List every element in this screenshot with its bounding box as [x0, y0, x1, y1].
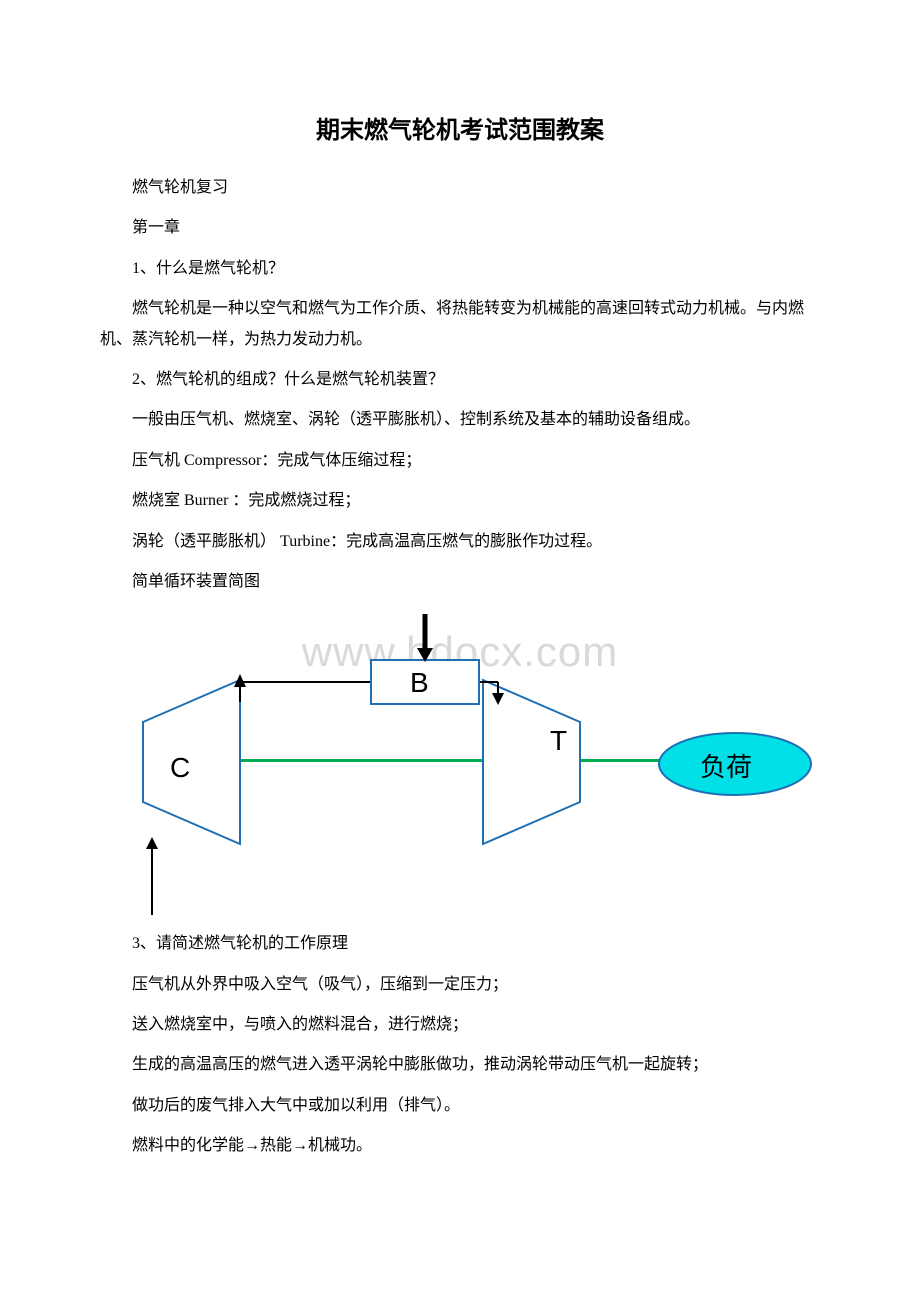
paragraph: 3、请简述燃气轮机的工作原理 [100, 929, 820, 959]
load-label: 负荷 [700, 747, 752, 784]
paragraph: 简单循环装置简图 [100, 567, 820, 597]
paragraph: 燃料中的化学能→热能→机械功。 [100, 1131, 820, 1161]
paragraph: 压气机 Compressor：完成气体压缩过程； [100, 446, 820, 476]
compressor-label: C [170, 752, 190, 784]
turbine-label: T [550, 725, 567, 757]
paragraph: 生成的高温高压的燃气进入透平涡轮中膨胀做功，推动涡轮带动压气机一起旋转； [100, 1050, 820, 1080]
paragraph: 第一章 [100, 213, 820, 243]
paragraph: 1、什么是燃气轮机？ [100, 254, 820, 284]
paragraph: 一般由压气机、燃烧室、涡轮（透平膨胀机）、控制系统及基本的辅助设备组成。 [100, 405, 820, 435]
paragraph: 2、燃气轮机的组成？什么是燃气轮机装置？ [100, 365, 820, 395]
inlet-arrow [142, 837, 162, 917]
paragraph: 送入燃烧室中，与喷入的燃料混合，进行燃烧； [100, 1010, 820, 1040]
paragraph: 燃气轮机复习 [100, 173, 820, 203]
paragraph: 做功后的废气排入大气中或加以利用（排气）。 [100, 1091, 820, 1121]
paragraph: 燃烧室 Burner ：完成燃烧过程； [100, 486, 820, 516]
fuel-arrow [415, 612, 435, 664]
burner-to-turbine-arrow [478, 667, 518, 707]
page-title: 期末燃气轮机考试范围教案 [100, 110, 820, 145]
cycle-diagram: C T B 负荷 [100, 607, 820, 917]
paragraph: 压气机从外界中吸入空气（吸气），压缩到一定压力； [100, 970, 820, 1000]
paragraph: 燃气轮机是一种以空气和燃气为工作介质、将热能转变为机械能的高速回转式动力机械。与… [100, 294, 820, 355]
paragraph: 涡轮（透平膨胀机） Turbine：完成高温高压燃气的膨胀作功过程。 [100, 527, 820, 557]
burner-label: B [410, 667, 429, 699]
comp-to-burner-arrow [230, 647, 380, 707]
